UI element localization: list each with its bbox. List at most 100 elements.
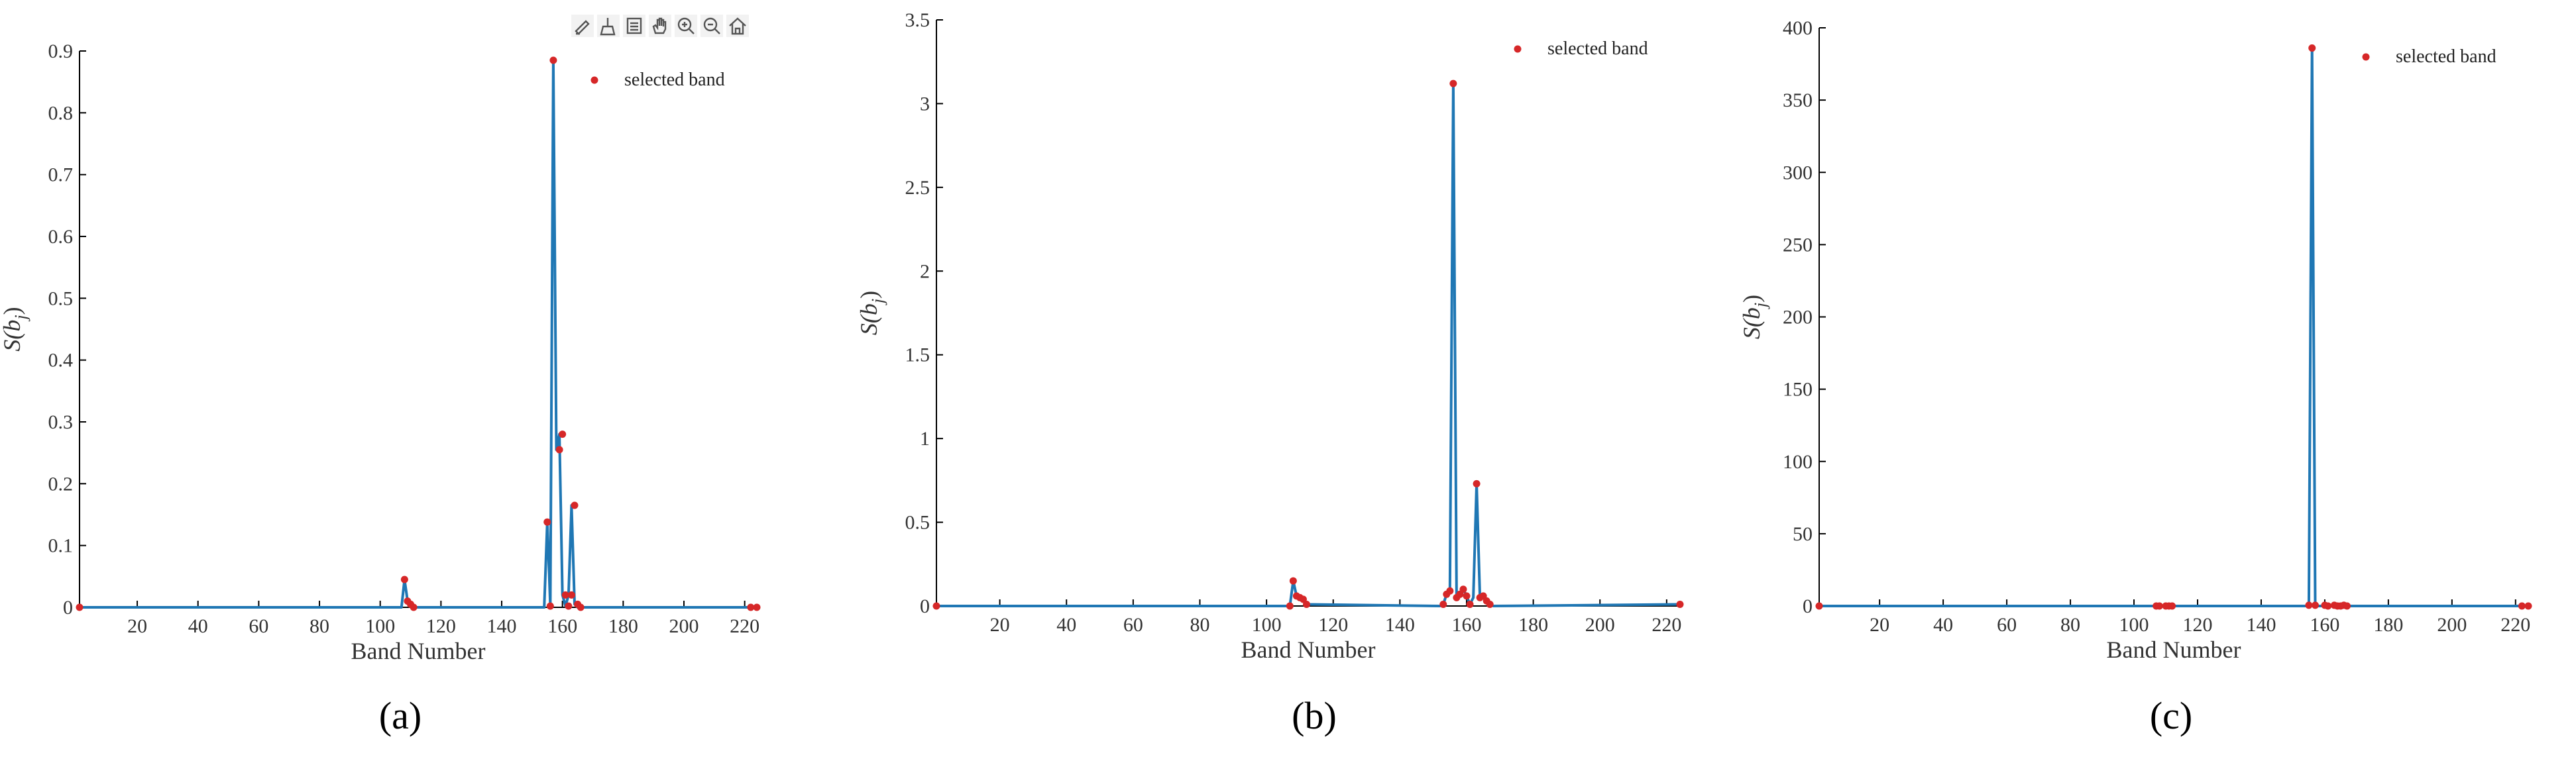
- y-tick-label: 0.5: [905, 512, 930, 534]
- x-tick-label: 180: [608, 615, 638, 637]
- home-icon[interactable]: [726, 15, 749, 37]
- data-point-marker: [410, 603, 418, 611]
- x-tick-label: 100: [2119, 614, 2149, 636]
- y-tick-label: 0.3: [48, 411, 74, 433]
- x-tick-label: 200: [1585, 614, 1615, 636]
- x-tick-label: 80: [309, 615, 329, 637]
- y-axis-title-close: ): [856, 291, 882, 299]
- data-point-marker: [2524, 602, 2532, 610]
- zoom-out-icon[interactable]: [700, 15, 723, 37]
- data-point-marker: [2518, 602, 2526, 610]
- data-point-marker: [1446, 587, 1454, 595]
- y-tick-label: 2.5: [905, 177, 930, 199]
- x-tick-label: 20: [1870, 614, 1889, 636]
- y-tick-label: 50: [1793, 523, 1813, 545]
- x-tick-label: 80: [2060, 614, 2080, 636]
- y-tick-label: 0.1: [48, 535, 74, 557]
- y-tick-label: 300: [1783, 162, 1813, 183]
- y-axis-title-main: S(b: [0, 320, 25, 352]
- data-point-marker: [1289, 577, 1297, 585]
- edit-icon[interactable]: [571, 15, 594, 37]
- y-tick-label: 2: [920, 260, 930, 282]
- x-tick-label: 220: [1652, 614, 1681, 636]
- zoom-in-icon[interactable]: [675, 15, 697, 37]
- y-axis-title-subscript: j: [868, 299, 887, 305]
- data-point-marker: [1459, 585, 1467, 593]
- data-point-marker: [577, 603, 585, 611]
- panel-label: (a): [379, 694, 421, 737]
- y-tick-label: 3: [920, 93, 930, 115]
- x-tick-label: 140: [2246, 614, 2276, 636]
- data-point-marker: [555, 446, 563, 454]
- y-tick-label: 0.8: [48, 102, 74, 124]
- data-point-marker: [561, 591, 569, 599]
- data-point-marker: [1473, 479, 1481, 487]
- data-point-marker: [2168, 602, 2176, 610]
- x-tick-label: 20: [990, 614, 1010, 636]
- figure-toolbar[interactable]: [571, 15, 749, 37]
- y-tick-label: 0.6: [48, 226, 74, 248]
- x-tick-label: 140: [1385, 614, 1415, 636]
- y-tick-label: 0.7: [48, 164, 74, 186]
- pan-icon[interactable]: [649, 15, 671, 37]
- data-point-marker: [76, 603, 84, 611]
- x-tick-label: 120: [2182, 614, 2212, 636]
- y-tick-label: 100: [1783, 451, 1813, 473]
- y-tick-label: 0.5: [48, 287, 74, 309]
- y-tick-label: 150: [1783, 379, 1813, 401]
- chart-panel: 0 0.5 1 1.5 2 2.5 3 3.5 20 40 60 80 100 120 140 160 180 2…: [856, 9, 1684, 737]
- y-axis-title: S(bj): [0, 307, 30, 351]
- y-tick-label: 350: [1783, 89, 1813, 111]
- x-axis-title: Band Number: [351, 638, 486, 664]
- x-tick-label: 40: [1933, 614, 1953, 636]
- x-tick-label: 220: [730, 615, 759, 637]
- x-tick-label: 60: [1997, 614, 2017, 636]
- legend-label: selected band: [624, 70, 725, 90]
- data-point-marker: [546, 602, 554, 610]
- y-tick-label: 0: [1803, 595, 1813, 617]
- data-point-marker: [2343, 602, 2351, 610]
- x-tick-label: 160: [547, 615, 577, 637]
- x-tick-label: 40: [1056, 614, 1076, 636]
- y-tick-label: 250: [1783, 234, 1813, 256]
- panel-label: (b): [1292, 694, 1337, 737]
- x-tick-label: 100: [1252, 614, 1282, 636]
- brush-icon[interactable]: [597, 15, 620, 37]
- x-tick-label: 220: [2500, 614, 2530, 636]
- data-point-marker: [400, 576, 408, 583]
- data-point-marker: [1486, 600, 1494, 608]
- x-tick-label: 160: [1451, 614, 1481, 636]
- legend-marker: [2362, 53, 2370, 61]
- data-point-marker: [1463, 592, 1471, 600]
- x-tick-label: 60: [1123, 614, 1143, 636]
- y-tick-label: 1: [920, 428, 930, 450]
- data-point-marker: [1815, 602, 1823, 610]
- x-tick-label: 100: [365, 615, 395, 637]
- x-tick-label: 180: [2373, 614, 2403, 636]
- y-axis-title-subscript: j: [1751, 303, 1770, 309]
- y-axis-title-close: ): [1738, 295, 1765, 303]
- data-point-marker: [549, 56, 557, 64]
- y-axis-title-main: S(b: [1738, 307, 1765, 339]
- data-point-marker: [2305, 601, 2313, 609]
- data-point-marker: [567, 591, 575, 599]
- y-axis-title-subscript: j: [11, 315, 30, 321]
- y-tick-label: 0.4: [48, 350, 74, 372]
- legend-label: selected band: [1547, 38, 1648, 59]
- data-point-marker: [2308, 44, 2316, 52]
- y-tick-label: 400: [1783, 17, 1813, 39]
- data-point-marker: [2155, 602, 2163, 610]
- legend-icon[interactable]: [623, 15, 645, 37]
- legend-marker: [1514, 45, 1522, 53]
- data-point-marker: [932, 602, 940, 610]
- x-tick-label: 60: [249, 615, 268, 637]
- x-tick-label: 120: [426, 615, 456, 637]
- x-tick-label: 20: [127, 615, 147, 637]
- data-point-marker: [565, 602, 573, 610]
- y-tick-label: 200: [1783, 307, 1813, 328]
- series-line: [936, 82, 1681, 607]
- data-point-marker: [1676, 600, 1684, 608]
- data-point-marker: [1439, 600, 1447, 608]
- y-axis-title: S(bj): [856, 291, 887, 335]
